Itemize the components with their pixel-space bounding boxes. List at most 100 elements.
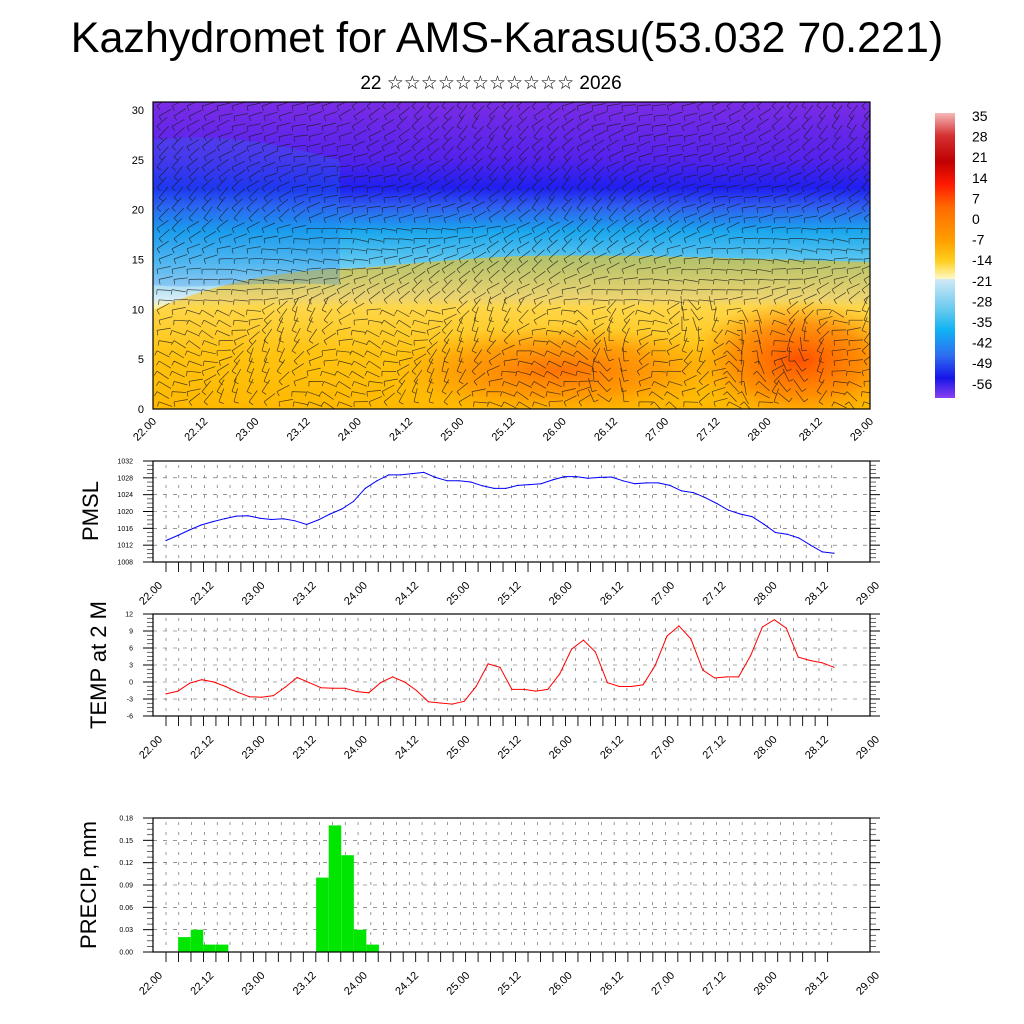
pmsl-point [751, 516, 753, 518]
x-tick-label: 28.12 [803, 734, 831, 762]
pmsl-point [599, 476, 601, 478]
y-tick-label: 25 [132, 155, 144, 167]
x-tick-label: 22.12 [188, 734, 216, 762]
temp-point [726, 676, 728, 678]
pmsl-point [188, 529, 190, 531]
y-tick-label: 0 [129, 680, 133, 687]
pmsl-point [704, 497, 706, 499]
pmsl-point [282, 518, 284, 520]
pmsl-axis-label: PMSL [78, 481, 103, 541]
temp-point [296, 676, 298, 679]
temp-point [666, 635, 668, 637]
pmsl-point [341, 508, 343, 510]
temp-axis-label: TEMP at 2 M [86, 601, 111, 729]
temp-point [356, 691, 358, 693]
y-tick-label: 0 [138, 404, 144, 416]
cool-left-region [153, 137, 340, 287]
chart-subtitle: 22 ☆☆☆☆☆☆☆☆☆☆☆ 2026 [360, 73, 622, 94]
warm-core-1 [390, 325, 730, 409]
colorbar-label: -49 [972, 355, 992, 371]
x-tick-label: 23.12 [291, 734, 319, 762]
temp-grid [153, 618, 870, 712]
temp-point [535, 690, 537, 692]
wind-barb-field [153, 102, 870, 409]
temp-point [392, 676, 394, 678]
pmsl-point [411, 473, 413, 475]
x-tick-label: 28.12 [803, 970, 831, 998]
temp-point [559, 673, 561, 675]
x-tick-label: 28.12 [797, 416, 825, 444]
colorbar-label: -42 [972, 335, 992, 351]
x-tick-label: 23.12 [291, 970, 319, 998]
pmsl-point [247, 515, 249, 517]
temp-point [451, 703, 453, 705]
x-tick-label: 28.00 [746, 416, 774, 444]
pmsl-point [423, 471, 425, 473]
temp-point [511, 688, 513, 691]
x-tick-label: 26.00 [547, 970, 575, 998]
x-tick-label: 25.12 [490, 416, 518, 444]
temp-point [654, 665, 656, 667]
y-tick-label: 0.09 [119, 883, 133, 890]
pmsl-point [352, 500, 355, 502]
pmsl-point [810, 544, 812, 546]
temp-point [332, 687, 334, 689]
pmsl-point [270, 518, 273, 521]
temp-point [284, 686, 286, 688]
x-tick-label: 26.00 [547, 580, 575, 608]
y-tick-label: 10 [132, 304, 144, 316]
pmsl-point [224, 518, 226, 520]
temp-point [761, 626, 764, 628]
temp-point [201, 679, 203, 681]
x-tick-label: 24.12 [393, 580, 421, 608]
x-tick-label: 27.00 [643, 416, 671, 444]
temp-point [714, 677, 716, 679]
temp-point [690, 638, 692, 640]
x-tick-label: 25.00 [438, 416, 466, 444]
x-tick-label: 25.00 [444, 970, 472, 998]
x-tick-label: 25.12 [496, 734, 524, 762]
pmsl-point [669, 484, 671, 486]
y-tick-label: 1012 [117, 543, 133, 550]
temp-point [165, 693, 167, 695]
temp-point [237, 691, 239, 693]
temp-point [809, 659, 811, 662]
precip-bar [328, 825, 342, 952]
precip-bar [366, 944, 379, 952]
pmsl-point [306, 523, 308, 526]
pmsl-point [399, 474, 401, 476]
pmsl-point [317, 519, 319, 521]
x-tick-label: 26.12 [598, 970, 626, 998]
temp-point [272, 695, 274, 697]
pmsl-point [177, 534, 179, 537]
x-tick-label: 24.00 [342, 970, 370, 998]
pmsl-point [610, 476, 612, 478]
x-tick-label: 24.00 [336, 416, 364, 444]
x-tick-label: 27.00 [649, 970, 677, 998]
cross-section-x-axis: 22.00 22.12 23.00 23.12 24.00 24.12 25.00 25.12… [131, 416, 876, 444]
x-tick-label: 26.12 [598, 734, 626, 762]
temp-point [260, 696, 262, 698]
pmsl-point [388, 474, 390, 476]
temp-point [773, 619, 776, 621]
temp-point [463, 700, 465, 702]
x-tick-label: 29.00 [848, 416, 876, 444]
x-tick-label: 22.00 [131, 416, 159, 444]
colorbar-label: 0 [972, 211, 980, 227]
pmsl-point [517, 484, 519, 486]
pmsl-point [470, 481, 472, 483]
precip-axis-label: PRECIP, mm [76, 821, 101, 949]
colorbar-label: -7 [972, 232, 985, 248]
pmsl-point [645, 482, 648, 484]
temp-point [630, 685, 632, 688]
pmsl-axes: 1008 1012 1016 1020 1024 1028 1032 22.00 22.12 23… [117, 459, 882, 608]
temp-point [678, 625, 680, 627]
x-tick-label: 22.12 [188, 580, 216, 608]
cross-section-frame [152, 101, 871, 410]
y-tick-label: 1028 [117, 475, 133, 482]
x-tick-label: 28.00 [752, 580, 780, 608]
pmsl-point [774, 531, 777, 534]
pmsl-point [739, 513, 741, 515]
temp-point [738, 676, 740, 678]
y-tick-label: 12 [125, 612, 133, 619]
